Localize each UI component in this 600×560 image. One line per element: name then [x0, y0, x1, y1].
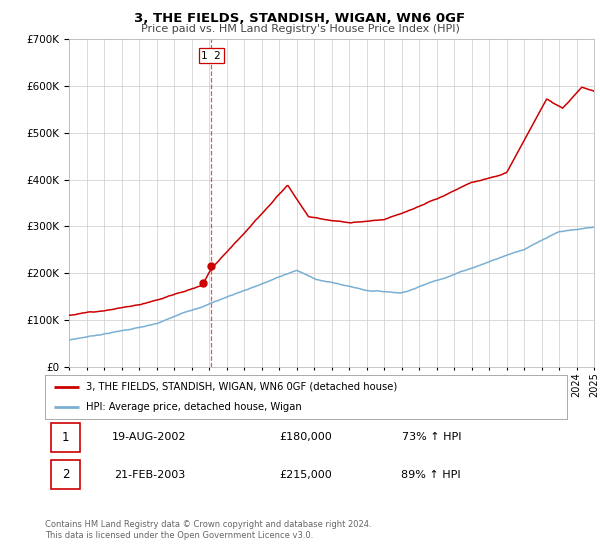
Text: 3, THE FIELDS, STANDISH, WIGAN, WN6 0GF (detached house): 3, THE FIELDS, STANDISH, WIGAN, WN6 0GF … [86, 382, 397, 392]
Text: 19-AUG-2002: 19-AUG-2002 [112, 432, 187, 442]
Text: 21-FEB-2003: 21-FEB-2003 [114, 470, 185, 480]
FancyBboxPatch shape [51, 423, 80, 452]
Text: Contains HM Land Registry data © Crown copyright and database right 2024.: Contains HM Land Registry data © Crown c… [45, 520, 371, 529]
Text: Price paid vs. HM Land Registry's House Price Index (HPI): Price paid vs. HM Land Registry's House … [140, 24, 460, 34]
Text: 1  2: 1 2 [201, 50, 221, 60]
Text: 1: 1 [62, 431, 70, 444]
Text: £215,000: £215,000 [280, 470, 332, 480]
Text: 3, THE FIELDS, STANDISH, WIGAN, WN6 0GF: 3, THE FIELDS, STANDISH, WIGAN, WN6 0GF [134, 12, 466, 25]
Text: 73% ↑ HPI: 73% ↑ HPI [401, 432, 461, 442]
Text: This data is licensed under the Open Government Licence v3.0.: This data is licensed under the Open Gov… [45, 531, 313, 540]
FancyBboxPatch shape [51, 460, 80, 489]
Text: £180,000: £180,000 [280, 432, 332, 442]
Text: HPI: Average price, detached house, Wigan: HPI: Average price, detached house, Wiga… [86, 402, 301, 412]
Text: 2: 2 [62, 468, 70, 482]
Text: 89% ↑ HPI: 89% ↑ HPI [401, 470, 461, 480]
